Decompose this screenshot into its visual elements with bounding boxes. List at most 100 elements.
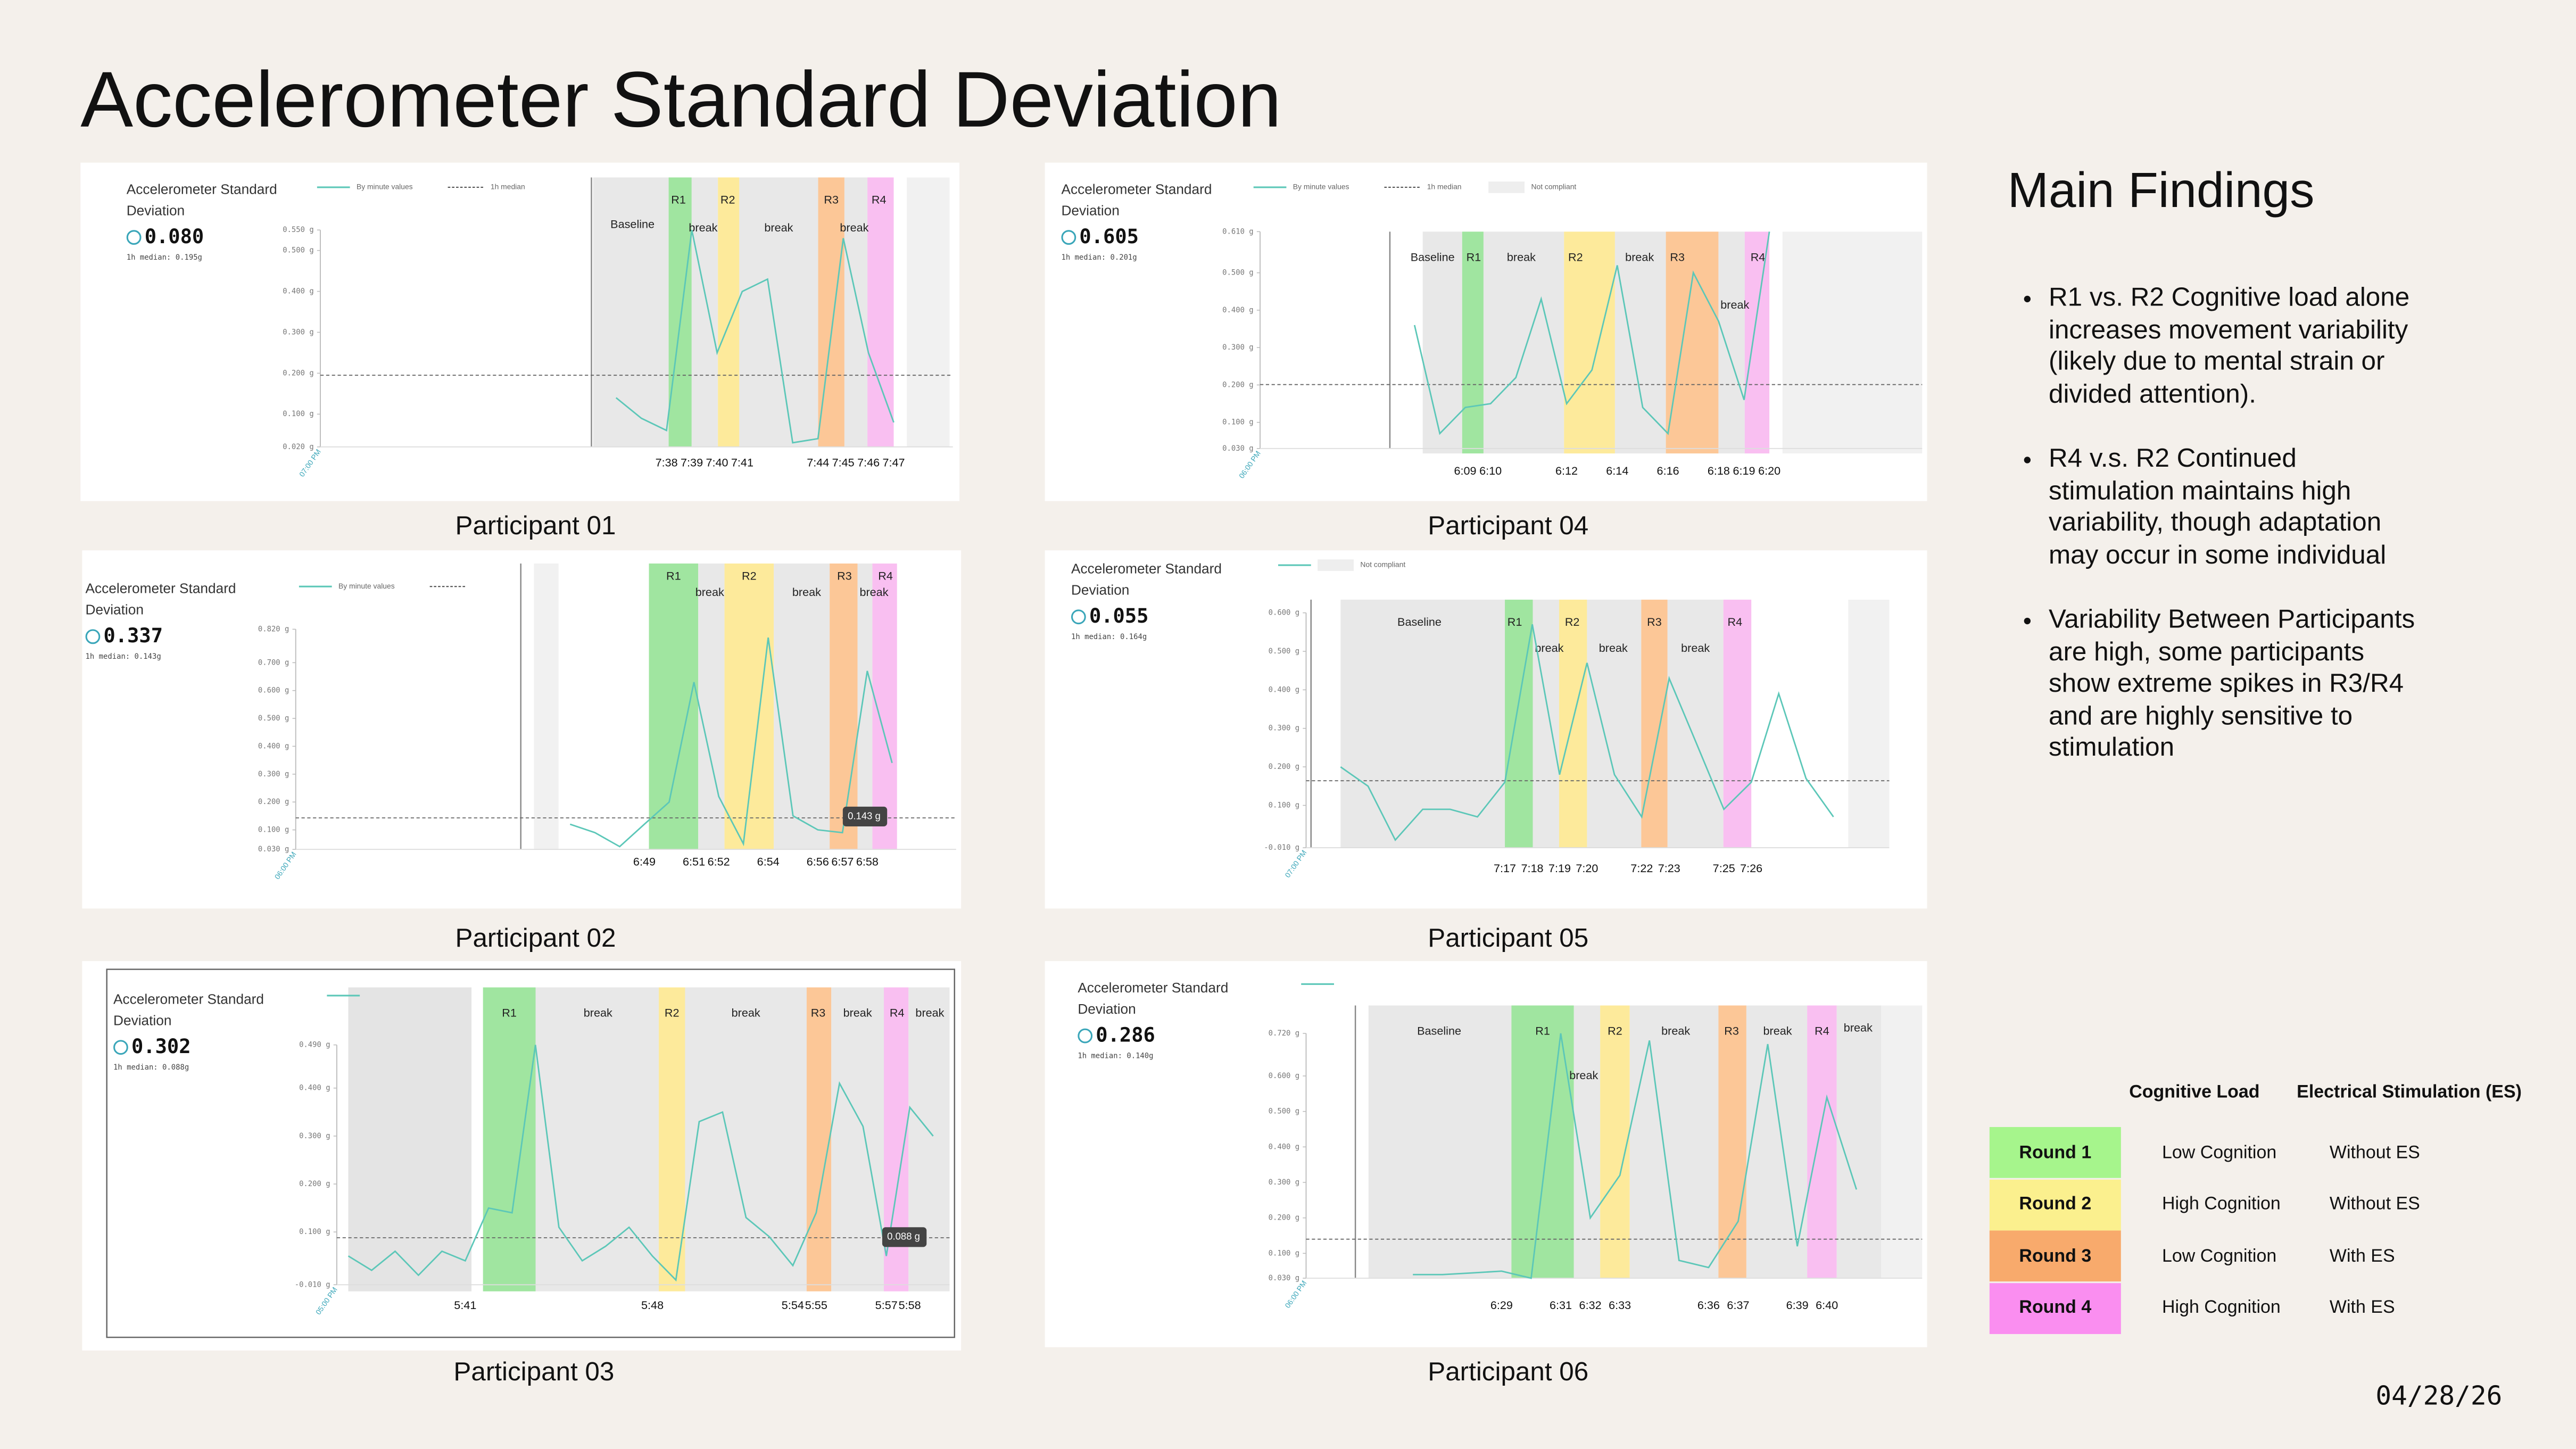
y-tick-label: 0.100 g xyxy=(283,410,313,418)
region-label: break xyxy=(1599,641,1628,655)
round-swatch xyxy=(1989,1282,2121,1334)
activity-icon xyxy=(1078,1028,1093,1042)
region xyxy=(1614,231,1666,454)
region xyxy=(1564,231,1615,454)
y-tick-label: -0.010 g xyxy=(295,1280,330,1289)
chart-title: Accelerometer Standard Deviation xyxy=(85,579,236,618)
legend-label: 1h median xyxy=(1427,183,1462,191)
series-line xyxy=(1340,624,1834,842)
round-swatch xyxy=(1989,1230,2121,1282)
y-tick-label: 0.500 g xyxy=(1269,647,1299,656)
round-label: Round 2 xyxy=(2019,1194,2092,1214)
region-label: Baseline xyxy=(1397,615,1442,628)
panel-border xyxy=(106,968,956,1338)
y-tick-label: 0.600 g xyxy=(1269,609,1299,617)
current-value-row: 0.080 xyxy=(126,225,291,248)
chart-panel: R1 break R2 break R3 break R4 break -0.010 g 0.10… xyxy=(82,961,962,1351)
y-tick-label: 0.200 g xyxy=(299,1180,330,1188)
region xyxy=(649,563,699,850)
region xyxy=(691,177,718,447)
y-tick-label: 0.030 g xyxy=(258,845,289,854)
chart-header: Accelerometer Standard Deviation 0.286 1h … xyxy=(1078,978,1242,1061)
legend-swatch xyxy=(1488,181,1525,193)
x-tick-label: 7:41 xyxy=(731,456,753,469)
x-tick-label: 6:52 xyxy=(708,855,730,868)
y-tick-label: 0.550 g xyxy=(283,226,313,234)
x-tick-label: 6:36 xyxy=(1697,1298,1720,1312)
region xyxy=(1718,1005,1746,1278)
activity-icon xyxy=(1061,229,1076,244)
median-label: 1h median: 0.201g xyxy=(1061,254,1137,263)
current-value: 0.055 xyxy=(1089,605,1149,628)
region xyxy=(1422,231,1462,454)
x-tick-label: 6:37 xyxy=(1727,1298,1749,1312)
chart-header: Accelerometer Standard Deviation 0.302 1h … xyxy=(113,989,278,1073)
chart-header: Accelerometer Standard Deviation 0.337 1h … xyxy=(85,578,250,662)
x-tick-label: 6:16 xyxy=(1657,464,1679,477)
x-tick-label: 7:38 xyxy=(656,456,678,469)
region xyxy=(1340,599,1505,848)
region xyxy=(593,177,669,447)
x-tick-label: 6:39 xyxy=(1786,1298,1809,1312)
region-label: R1 xyxy=(666,569,681,582)
caption: Participant 01 xyxy=(455,511,616,540)
table-header: Electrical Stimulation (ES) xyxy=(2297,1082,2522,1103)
region xyxy=(1629,1005,1719,1278)
x-tick-label: 6:14 xyxy=(1606,464,1628,477)
region-label: break xyxy=(915,1006,944,1020)
y-tick-label: 0.490 g xyxy=(299,1041,330,1049)
x-tick-label: 7:23 xyxy=(1658,862,1680,875)
x-tick-label: 7:19 xyxy=(1548,862,1571,875)
y-tick-label: 0.500 g xyxy=(1269,1107,1299,1116)
round-label: Round 3 xyxy=(2019,1246,2092,1266)
region-label: break xyxy=(840,221,868,234)
region xyxy=(1600,1005,1630,1278)
findings-title: Main Findings xyxy=(2007,164,2315,219)
x-tick-label: 5:41 xyxy=(454,1298,476,1312)
current-value-row: 0.055 xyxy=(1071,605,1236,627)
region xyxy=(718,177,740,447)
current-value: 0.302 xyxy=(131,1035,191,1058)
y-tick-label: 0.100 g xyxy=(1222,418,1253,427)
x-tick-label: 6:57 xyxy=(831,855,854,868)
x-tick-label: 7:17 xyxy=(1494,862,1516,875)
finding: R4 v.s. R2 Continued stimulation maintai… xyxy=(2049,444,2418,573)
y-tick-label: 0.500 g xyxy=(1222,269,1253,277)
chart-panel: Baseline R1 break R2 break R3 break R4 0.020 g 0.… xyxy=(80,162,960,501)
noncompliant-region xyxy=(907,177,950,447)
legend-label: By minute values xyxy=(338,582,395,590)
finding: Variability Between Participants are hig… xyxy=(2049,605,2418,765)
y-tick-label: 0.300 g xyxy=(1269,724,1299,733)
chart-panel: R1 break R2 break R3 break R4 0.030 g 0.100 g 0.2… xyxy=(82,550,962,909)
region-label: R1 xyxy=(1535,1024,1550,1038)
region xyxy=(1836,1005,1882,1278)
region-label: R2 xyxy=(742,569,757,582)
findings-list: R1 vs. R2 Cognitive load alone increases… xyxy=(2008,283,2418,765)
region xyxy=(1511,1005,1574,1278)
noncompliant-region xyxy=(1782,231,1923,454)
y-tick-label: 0.200 g xyxy=(1269,763,1299,771)
y-tick-label: 0.200 g xyxy=(1269,1214,1299,1222)
chart-header: Accelerometer Standard Deviation 0.080 1h … xyxy=(126,179,291,263)
region-label: break xyxy=(1661,1024,1690,1038)
finding: R1 vs. R2 Cognitive load alone increases… xyxy=(2049,283,2418,411)
y-tick-label: 0.030 g xyxy=(1222,444,1253,453)
x-tick-label: 6:18 xyxy=(1708,464,1730,477)
y-tick-label: 0.400 g xyxy=(299,1084,330,1092)
noncompliant-region xyxy=(534,563,559,850)
chart-title: Accelerometer Standard Deviation xyxy=(1078,979,1229,1017)
chart-panel: Baseline R1 break R2 break R3 break R4 0.030 g 0.… xyxy=(1045,162,1927,501)
y-tick-label: 0.720 g xyxy=(1269,1029,1299,1038)
region-label: break xyxy=(1535,641,1563,655)
region xyxy=(774,563,830,850)
x-tick-label: 6:29 xyxy=(1490,1298,1513,1312)
region xyxy=(857,563,873,850)
x-tick-label: 7:40 xyxy=(706,456,728,469)
series-line xyxy=(1413,1033,1858,1279)
region-label: R4 xyxy=(1751,250,1766,263)
region-label: R4 xyxy=(872,193,887,206)
table-header: Cognitive Load xyxy=(2129,1082,2260,1103)
region-label: R3 xyxy=(1670,250,1685,263)
legend-swatch xyxy=(1318,559,1354,571)
